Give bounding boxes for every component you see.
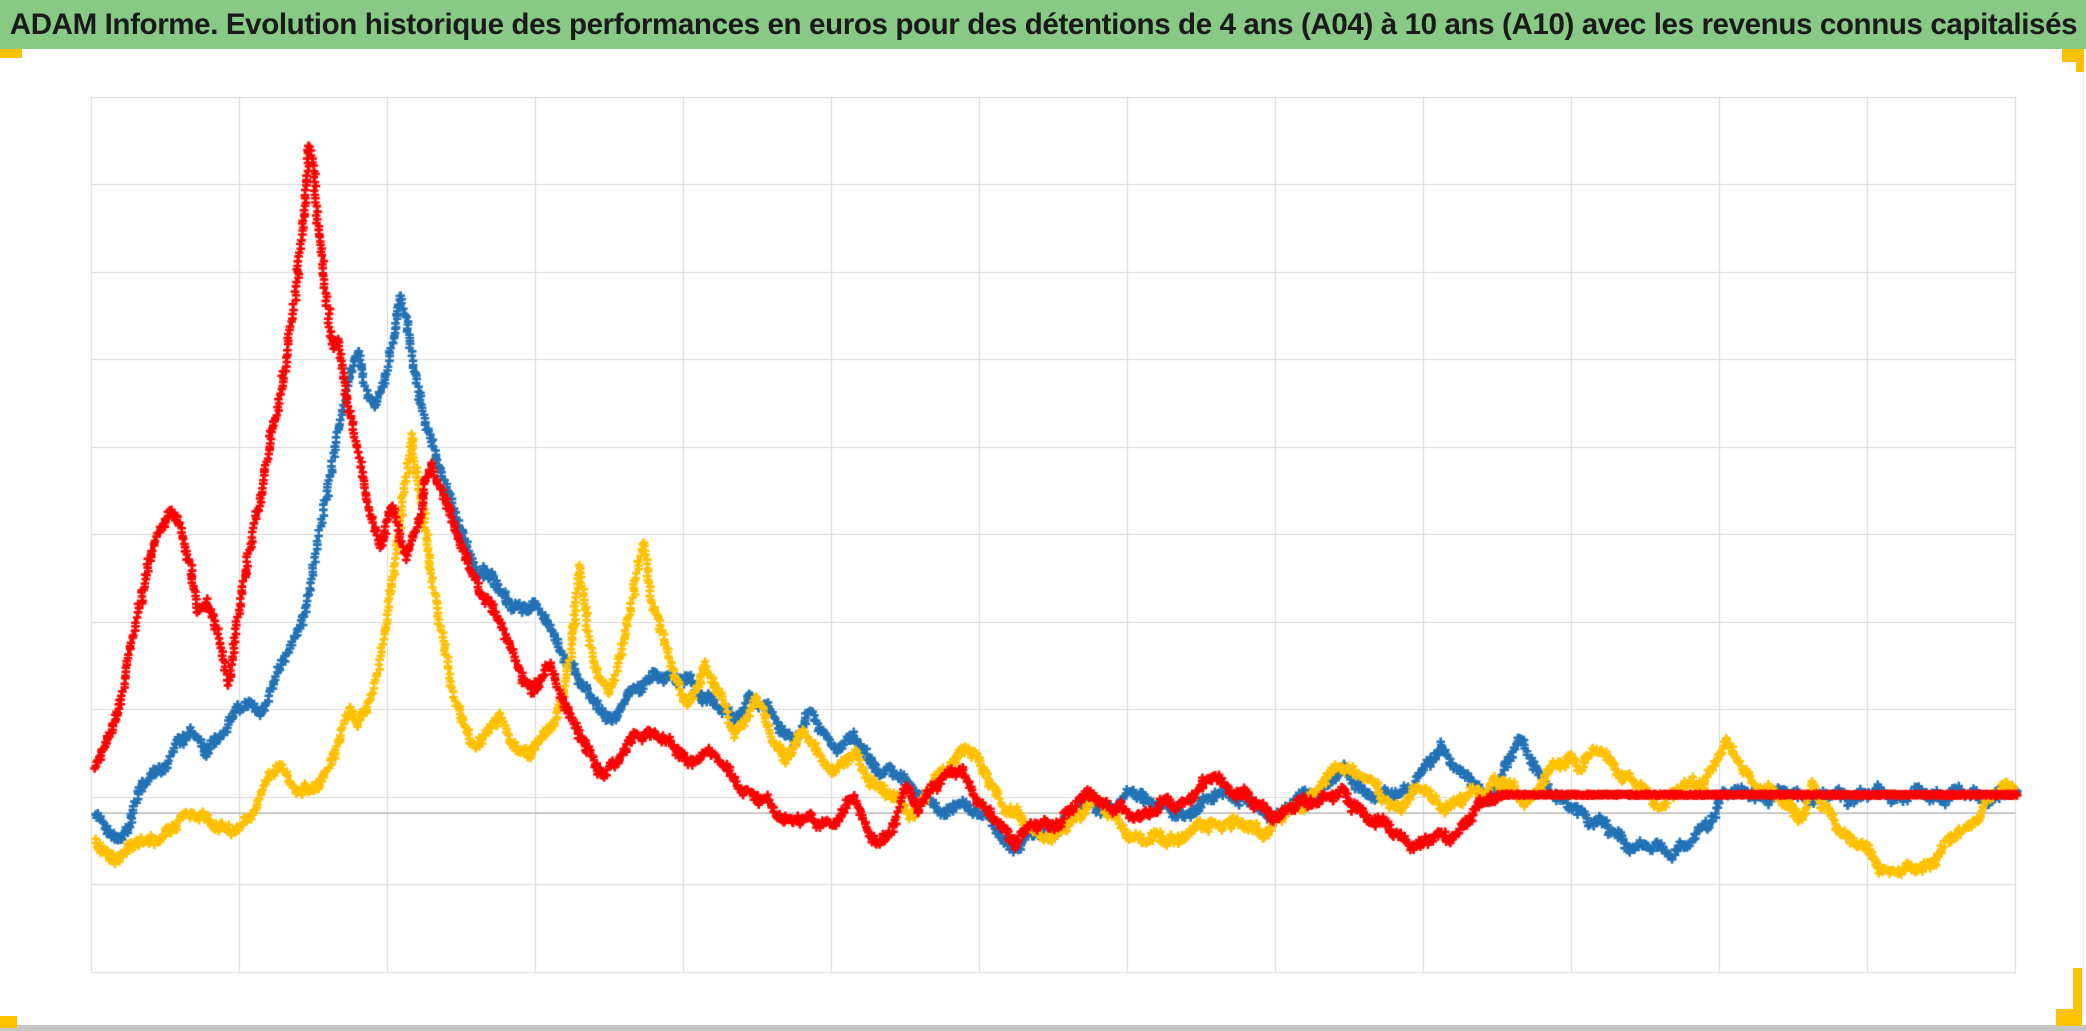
bottom-right-corner-accent-foot xyxy=(2056,1009,2082,1026)
top-right-corner-accent-v xyxy=(2076,49,2084,72)
bottom-window-edge xyxy=(0,1025,2086,1031)
left-edge-accent xyxy=(0,49,22,58)
bottom-left-corner-accent xyxy=(0,1016,17,1028)
bottom-right-corner-accent-v xyxy=(2073,968,2082,1026)
